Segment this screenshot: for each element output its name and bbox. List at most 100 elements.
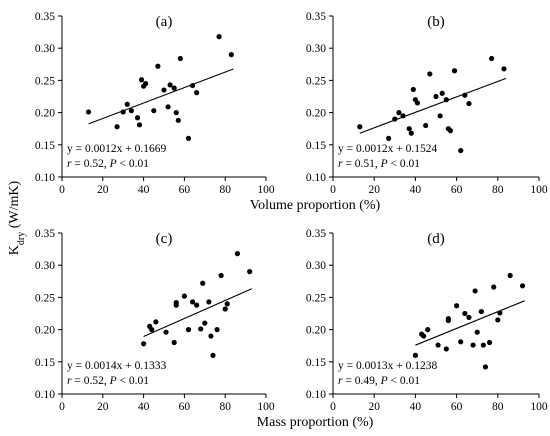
data-point-d xyxy=(466,314,472,320)
data-point-b xyxy=(458,147,464,154)
y-tick-label-d: 0.15 xyxy=(306,357,326,369)
x-tick-label-d: 40 xyxy=(410,401,422,413)
data-point-d xyxy=(472,288,478,294)
data-point-b xyxy=(433,93,439,100)
data-point-c xyxy=(214,327,220,333)
data-point-d xyxy=(478,308,484,315)
y-tick-label-c: 0.10 xyxy=(35,389,55,401)
panel-label-d: (d) xyxy=(427,231,445,247)
data-point-b xyxy=(410,86,416,93)
data-point-c xyxy=(149,327,155,333)
data-point-d xyxy=(470,342,476,348)
data-point-a xyxy=(189,82,196,89)
panel-c: 0.10 0.15 0.20 0.25 0.30 0.35 0 20 40 60 80 100 (c) y… xyxy=(35,228,275,413)
data-point-b xyxy=(423,122,429,129)
y-tick-label-c: 0.20 xyxy=(35,325,55,337)
data-point-a xyxy=(194,90,200,96)
data-point-a xyxy=(114,124,120,130)
data-point-d xyxy=(462,310,468,317)
x-tick-label-d: 80 xyxy=(492,401,504,413)
regression-equation-d: y = 0.0013x + 0.1238 xyxy=(338,360,437,372)
y-tick-label-b: 0.10 xyxy=(306,172,326,184)
x-tick-label-c: 80 xyxy=(219,401,231,413)
data-point-d xyxy=(454,303,460,309)
data-point-b xyxy=(501,66,507,72)
x-tick-label-a: 100 xyxy=(257,184,275,196)
y-axis-title-subscript: dry xyxy=(16,232,27,245)
data-point-b xyxy=(439,90,445,96)
x-tick-label-b: 100 xyxy=(530,184,548,196)
panel-label-b: (b) xyxy=(427,14,445,30)
data-point-c xyxy=(153,319,159,325)
y-tick-label-b: 0.35 xyxy=(306,11,326,23)
regression-equation-c: y = 0.0014x + 0.1333 xyxy=(67,360,166,372)
data-point-d xyxy=(445,317,451,324)
y-tick-label-a: 0.25 xyxy=(35,75,55,87)
data-point-d xyxy=(507,272,513,279)
y-tick-label-d: 0.30 xyxy=(306,260,326,272)
data-point-c xyxy=(210,352,216,358)
data-point-a xyxy=(124,101,130,107)
x-tick-label-a: 60 xyxy=(179,184,191,196)
panel-label-a: (a) xyxy=(156,14,173,30)
data-point-a xyxy=(173,110,179,116)
x-tick-label-a: 40 xyxy=(138,184,150,196)
data-point-a xyxy=(171,85,177,91)
regression-stats-c: r = 0.52, P < 0.01 xyxy=(67,375,149,387)
x-tick-label-c: 0 xyxy=(59,401,65,413)
x-tick-label-b: 20 xyxy=(368,184,380,196)
y-tick-label-a: 0.15 xyxy=(35,140,55,152)
data-point-d xyxy=(435,342,441,348)
data-point-d xyxy=(497,310,503,316)
x-tick-label-b: 60 xyxy=(451,184,463,196)
data-point-a xyxy=(143,81,149,87)
data-point-b xyxy=(462,92,468,98)
data-point-d xyxy=(480,342,486,348)
x-tick-label-c: 40 xyxy=(138,401,150,413)
data-point-d xyxy=(443,346,449,352)
trendline-b xyxy=(359,77,507,134)
panel-label-c: (c) xyxy=(156,231,173,247)
data-point-c xyxy=(141,341,147,347)
data-point-c xyxy=(208,333,214,339)
data-point-c xyxy=(185,327,192,333)
data-point-d xyxy=(486,339,493,346)
x-tick-label-b: 40 xyxy=(410,184,422,196)
y-tick-label-b: 0.25 xyxy=(306,75,326,87)
y-tick-label-d: 0.25 xyxy=(306,292,326,304)
data-point-c xyxy=(189,299,196,305)
data-point-a xyxy=(151,108,157,114)
y-tick-label-b: 0.20 xyxy=(306,108,326,120)
data-point-a xyxy=(167,82,173,88)
x-tick-label-b: 80 xyxy=(492,184,504,196)
data-point-a xyxy=(85,109,92,115)
data-point-d xyxy=(474,329,480,335)
y-tick-label-c: 0.35 xyxy=(35,228,55,240)
data-point-c xyxy=(206,299,212,305)
data-point-a xyxy=(161,87,167,93)
y-tick-label-a: 0.30 xyxy=(35,43,55,55)
x-tick-label-d: 20 xyxy=(368,401,380,413)
data-point-b xyxy=(396,110,402,116)
data-point-b xyxy=(400,113,406,119)
panel-a: 0.10 0.15 0.20 0.25 0.30 0.35 0 20 40 60 80 100 (a) y… xyxy=(35,11,275,196)
data-point-c xyxy=(198,326,204,332)
data-point-c xyxy=(200,280,206,286)
data-point-a xyxy=(136,122,143,128)
data-point-d xyxy=(519,283,526,289)
y-tick-label-c: 0.25 xyxy=(35,292,55,304)
data-point-d xyxy=(421,333,427,339)
data-point-d xyxy=(425,327,431,333)
data-point-a xyxy=(177,55,183,62)
regression-stats-a: r = 0.52, P < 0.01 xyxy=(67,158,149,170)
data-point-a xyxy=(138,77,145,83)
regression-stats-d: r = 0.49, P < 0.01 xyxy=(338,375,420,387)
data-point-c xyxy=(181,293,187,299)
data-point-c xyxy=(202,320,208,326)
y-tick-label-c: 0.15 xyxy=(35,357,55,369)
x-tick-label-a: 20 xyxy=(97,184,109,196)
data-point-c xyxy=(218,272,224,279)
data-point-d xyxy=(491,284,497,290)
data-point-a xyxy=(216,34,222,40)
data-point-d xyxy=(495,317,501,323)
